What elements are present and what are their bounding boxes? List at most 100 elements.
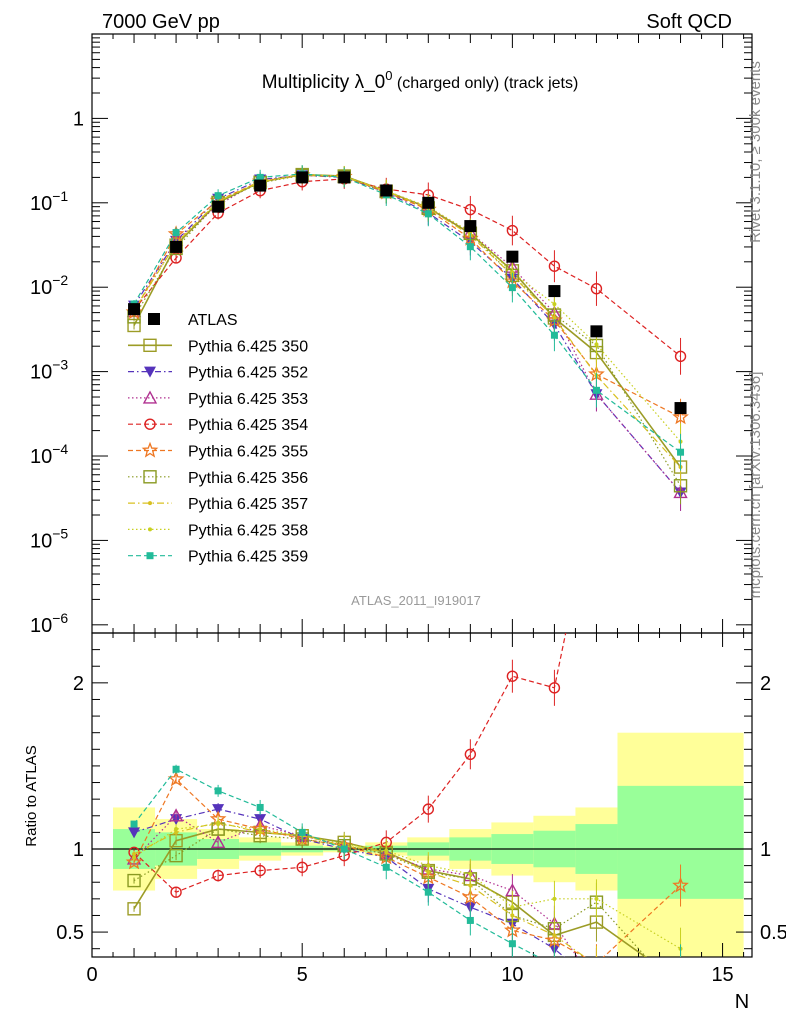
y-tick-label-base: 10 xyxy=(30,615,52,637)
series-pythia-6-425-356-ratio-point xyxy=(127,873,141,888)
chart-title-main: Multiplicity λ_0 xyxy=(262,72,386,93)
series-pythia-6-425-358-ratio-point xyxy=(216,822,221,827)
legend-label: ATLAS xyxy=(188,312,238,329)
series-pythia-6-425-355-ratio-point xyxy=(167,770,185,787)
y-tick-label-exp: −4 xyxy=(52,441,68,457)
series-pythia-6-425-354-point xyxy=(674,350,687,363)
legend-marker xyxy=(143,470,157,484)
series-pythia-6-425-357-ratio-point xyxy=(132,851,137,856)
y-tick-label: 10−1 xyxy=(30,188,68,215)
atlas-data-point xyxy=(296,171,309,184)
legend-entry: Pythia 6.425 359 xyxy=(128,549,308,566)
series-pythia-6-425-354-ratio-point xyxy=(464,748,477,760)
x-tick-label: 0 xyxy=(86,964,97,986)
legend-marker xyxy=(144,366,156,378)
legend: ATLAS Pythia 6.425 350 Pythia 6.425 352 Pyt… xyxy=(128,312,308,566)
series-pythia-6-425-359-point xyxy=(172,229,180,237)
series-pythia-6-425-356-ratio-point xyxy=(675,989,687,1001)
series-pythia-6-425-359-point xyxy=(508,284,516,292)
series-pythia-6-425-358-ratio-point xyxy=(132,855,137,860)
y-tick-label: 10−5 xyxy=(30,525,68,552)
series-pythia-6-425-359-ratio-point xyxy=(593,978,600,985)
x-tick-label: 5 xyxy=(297,964,308,986)
series-pythia-6-425-358-ratio-point xyxy=(384,848,389,853)
y-tick-label-exp: −2 xyxy=(52,272,68,288)
legend-marker xyxy=(148,527,152,532)
legend-label: Pythia 6.425 354 xyxy=(188,417,308,434)
series-pythia-6-425-354-point xyxy=(506,224,519,237)
series-pythia-6-425-358-ratio-point xyxy=(174,827,179,832)
series-pythia-6-425-354-point xyxy=(464,203,477,216)
legend-marker xyxy=(141,441,159,458)
series-pythia-6-425-354-ratio-point xyxy=(591,478,601,488)
legend-marker xyxy=(146,552,154,560)
ratio-tick-label-left: 1 xyxy=(73,839,84,861)
legend-label: Pythia 6.425 355 xyxy=(188,444,308,461)
main-panel-frame xyxy=(91,33,753,634)
series-pythia-6-425-359-ratio-point xyxy=(466,916,474,924)
series-pythia-6-425-359-ratio-point xyxy=(340,845,348,853)
series-pythia-6-425-354-ratio-point xyxy=(296,861,308,873)
legend-entry: Pythia 6.425 352 xyxy=(128,365,308,382)
series-pythia-6-425-355-ratio-point xyxy=(595,954,598,957)
series-pythia-6-425-355-point xyxy=(672,408,689,425)
atlas-data-point xyxy=(506,250,519,263)
atlas-data-point xyxy=(380,184,393,197)
series-pythia-6-425-359-point xyxy=(424,210,432,218)
series-pythia-6-425-354-ratio-point xyxy=(548,682,561,694)
series-pythia-6-425-359-ratio-point xyxy=(424,888,432,896)
legend-entry: Pythia 6.425 350 xyxy=(128,338,308,355)
series-pythia-6-425-354-ratio-point xyxy=(422,803,435,815)
series-pythia-6-425-358-ratio-point xyxy=(468,871,473,876)
series-pythia-6-425-359-point xyxy=(677,448,685,456)
atlas-data-point xyxy=(254,179,267,192)
series-pythia-6-425-354-ratio-point xyxy=(506,670,519,682)
legend-label: Pythia 6.425 357 xyxy=(188,496,308,513)
series-pythia-6-425-354-ratio-point xyxy=(676,329,686,339)
rivet-version-label: Rivet 3.1.10, ≥ 300k events xyxy=(747,61,764,243)
analysis-label: ATLAS_2011_I919017 xyxy=(351,593,481,608)
header-left-label: 7000 GeV pp xyxy=(102,11,220,33)
legend-label: Pythia 6.425 352 xyxy=(188,365,308,382)
atlas-data xyxy=(128,171,687,415)
series-pythia-6-425-358-ratio-point xyxy=(552,896,557,901)
chart-title: Multiplicity λ_00 (charged only) (track … xyxy=(262,68,579,93)
atlas-data-point xyxy=(128,303,141,316)
atlas-data-point xyxy=(422,196,435,209)
chart-title-suffix: (charged only) (track jets) xyxy=(392,75,578,92)
atlas-data-point xyxy=(674,402,687,415)
y-tick-label: 10−2 xyxy=(30,272,68,299)
series-pythia-6-425-352-ratio-point xyxy=(128,827,141,839)
series-pythia-6-425-352-ratio-point xyxy=(212,804,225,816)
legend-entry: Pythia 6.425 354 xyxy=(128,417,308,434)
series-pythia-6-425-359-ratio-point xyxy=(256,803,264,811)
series-pythia-6-425-359-ratio-point xyxy=(214,787,222,795)
atlas-data-point xyxy=(464,220,477,233)
series-pythia-6-425-358-ratio-point xyxy=(510,905,515,910)
header-right-label: Soft QCD xyxy=(646,11,732,33)
series-pythia-6-425-359-ratio-point xyxy=(508,940,516,948)
ratio-tick-label-left: 2 xyxy=(73,673,84,695)
legend-marker xyxy=(142,390,158,404)
series-pythia-6-425-358-ratio-point xyxy=(258,827,263,832)
series-pythia-6-425-359-ratio-point xyxy=(172,765,180,773)
legend-entry: Pythia 6.425 356 xyxy=(128,470,308,487)
ratio-axis-label: Ratio to ATLAS xyxy=(23,745,40,846)
x-axis-label: N xyxy=(735,991,749,1013)
series-pythia-6-425-359-point xyxy=(214,192,222,200)
series-pythia-6-425-358-ratio xyxy=(132,818,683,957)
series-pythia-6-425-357-ratio-point xyxy=(679,980,683,984)
series-layer xyxy=(125,165,689,1001)
legend-marker xyxy=(143,338,157,352)
atlas-data-point xyxy=(548,285,561,298)
series-pythia-6-425-359-ratio-point xyxy=(382,863,390,871)
legend-label: Pythia 6.425 358 xyxy=(188,522,308,539)
legend-entry: Pythia 6.425 358 xyxy=(128,522,308,539)
ratio-tick-label-left: 0.5 xyxy=(56,922,84,944)
series-pythia-6-425-358-ratio-point xyxy=(426,863,431,868)
series-pythia-6-425-354-ratio-point xyxy=(170,886,182,898)
chart-title-sup: 0 xyxy=(385,68,392,83)
main-series-group xyxy=(125,165,689,511)
series-pythia-6-425-354-ratio-point xyxy=(212,869,224,882)
